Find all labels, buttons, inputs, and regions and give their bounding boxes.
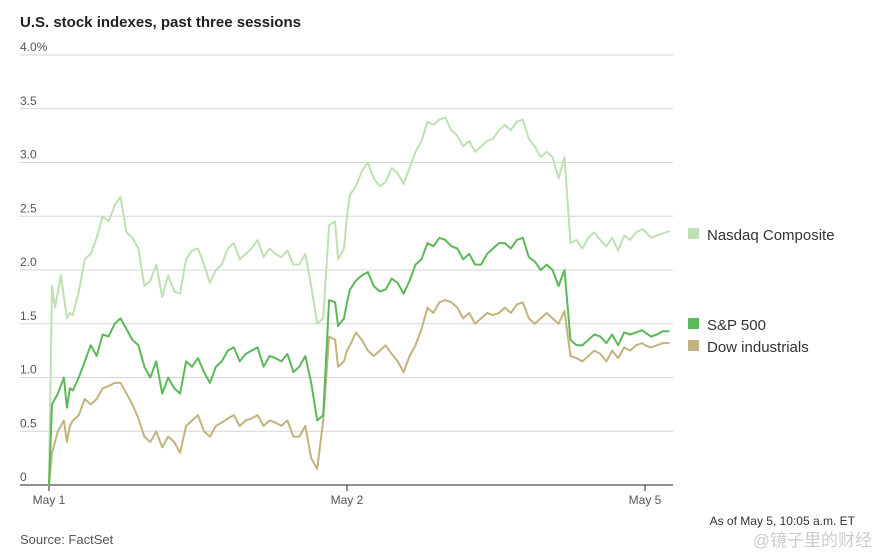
y-tick-label: 4.0%: [20, 40, 48, 54]
y-tick-label: 0: [20, 470, 27, 484]
watermark: @镜子里的财经: [753, 531, 872, 550]
gridlines: [20, 54, 673, 432]
legend-label-dow: Dow industrials: [707, 339, 809, 356]
legend: Nasdaq Composite S&P 500 Dow industrials: [688, 227, 835, 356]
x-axis-ticks: May 1 May 2 May 5: [33, 485, 662, 507]
y-axis-tick-labels: 0 0.5 1.0 1.5 2.0 2.5 3.0 3.5 4.0%: [20, 40, 48, 484]
x-tick-label: May 2: [331, 493, 364, 507]
dow-line: [48, 299, 670, 486]
as-of-timestamp: As of May 5, 10:05 a.m. ET: [710, 514, 856, 528]
y-tick-label: 2.5: [20, 201, 37, 215]
x-tick-label: May 1: [33, 493, 66, 507]
legend-swatch-nasdaq: [688, 228, 699, 239]
series-lines: [48, 116, 670, 486]
chart-title: U.S. stock indexes, past three sessions: [20, 14, 301, 31]
y-tick-label: 1.5: [20, 309, 37, 323]
y-tick-label: 1.0: [20, 363, 37, 377]
y-tick-label: 3.5: [20, 94, 37, 108]
nasdaq-line: [48, 116, 670, 481]
sp500-line: [48, 236, 670, 486]
legend-label-sp500: S&P 500: [707, 317, 766, 334]
legend-item-dow[interactable]: Dow industrials: [688, 339, 809, 356]
y-tick-label: 3.0: [20, 148, 37, 162]
y-tick-label: 2.0: [20, 255, 37, 269]
source-note: Source: FactSet: [20, 532, 114, 547]
y-tick-label: 0.5: [20, 416, 37, 430]
legend-swatch-dow: [688, 340, 699, 351]
legend-item-nasdaq[interactable]: Nasdaq Composite: [688, 227, 835, 244]
legend-swatch-sp500: [688, 318, 699, 329]
legend-item-sp500[interactable]: S&P 500: [688, 317, 766, 334]
x-tick-label: May 5: [629, 493, 662, 507]
legend-label-nasdaq: Nasdaq Composite: [707, 227, 835, 244]
